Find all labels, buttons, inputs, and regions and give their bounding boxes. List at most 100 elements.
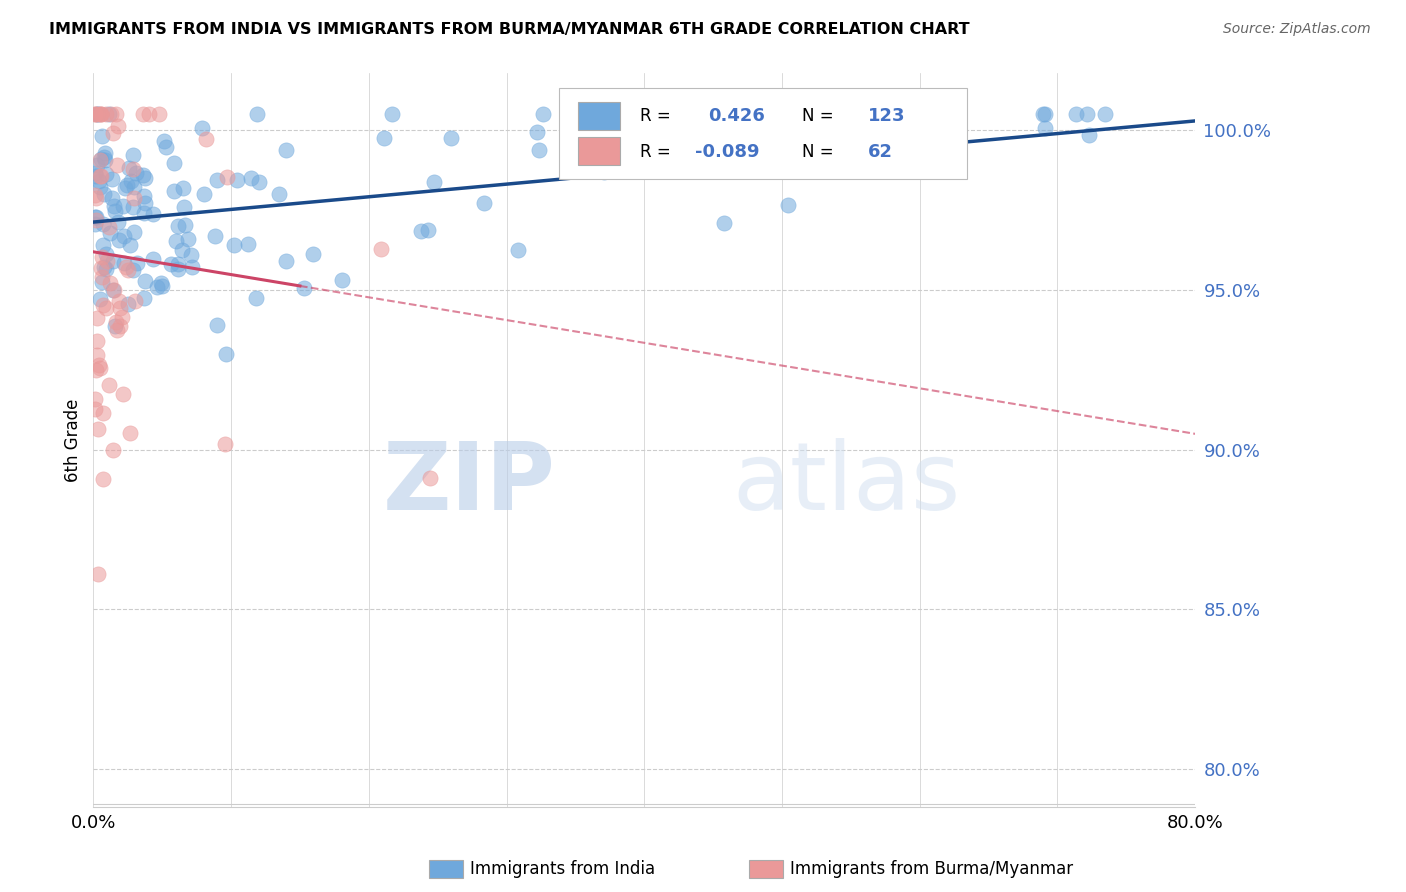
Point (1077, 128, 1099, 142)
Point (101, 191, 124, 205)
Text: 123: 123 (868, 107, 905, 125)
Point (236, 237, 259, 252)
Point (167, 262, 190, 277)
Point (86, 158, 108, 172)
Point (472, 196, 495, 211)
Text: -0.089: -0.089 (695, 143, 759, 161)
Point (1094, 107, 1116, 121)
Point (122, 225, 145, 239)
Point (117, 263, 139, 277)
Point (790, 162, 813, 177)
Point (89, 153, 111, 168)
Point (107, 119, 129, 133)
Point (103, 283, 125, 297)
Point (115, 178, 138, 193)
Point (84, 363, 107, 377)
Point (713, 216, 735, 230)
Point (107, 294, 129, 309)
Text: 0.426: 0.426 (709, 107, 765, 125)
Point (125, 256, 148, 270)
Point (163, 156, 186, 170)
Point (94, 153, 117, 167)
Point (118, 426, 141, 441)
Point (89, 361, 111, 376)
Point (592, 165, 614, 179)
Point (93, 298, 115, 312)
Point (246, 107, 269, 121)
Point (122, 161, 145, 176)
Point (117, 297, 139, 311)
Point (725, 143, 748, 157)
Y-axis label: 6th Grade: 6th Grade (65, 399, 82, 482)
Point (90, 250, 112, 264)
Point (89, 169, 111, 183)
Point (370, 243, 392, 257)
Point (90, 107, 112, 121)
Point (87, 107, 110, 121)
Point (948, 107, 970, 121)
Point (105, 315, 128, 329)
Point (101, 172, 124, 186)
Point (118, 238, 141, 252)
Point (98, 220, 121, 235)
Point (1033, 107, 1056, 121)
Point (155, 140, 177, 154)
Point (83, 392, 105, 406)
Point (1033, 120, 1056, 135)
Point (112, 228, 135, 243)
Text: R =: R = (640, 143, 671, 161)
Point (121, 263, 143, 277)
Point (411, 224, 433, 238)
Point (373, 131, 395, 145)
Point (134, 196, 156, 211)
Point (105, 107, 128, 121)
Point (142, 207, 165, 221)
Point (177, 232, 200, 246)
Point (94, 301, 117, 315)
Point (111, 387, 134, 401)
Point (381, 107, 404, 121)
Point (900, 162, 922, 177)
Point (152, 134, 174, 148)
Point (91, 472, 114, 486)
Point (86, 348, 108, 362)
Point (93, 260, 115, 274)
Point (142, 252, 165, 267)
Point (419, 470, 441, 484)
Point (527, 143, 550, 157)
Point (121, 200, 143, 214)
Point (132, 291, 155, 305)
Point (226, 173, 249, 187)
Point (84, 210, 107, 224)
Point (245, 291, 267, 305)
Point (120, 174, 142, 188)
Point (148, 107, 170, 121)
Point (423, 175, 446, 189)
Point (180, 260, 202, 275)
Point (98, 276, 121, 290)
Point (103, 443, 125, 458)
Point (440, 131, 463, 145)
Point (111, 310, 134, 324)
Point (302, 247, 325, 261)
Point (86, 310, 108, 325)
Point (89, 107, 111, 121)
Point (207, 173, 229, 187)
Point (247, 175, 270, 189)
Point (86, 107, 108, 121)
Point (114, 256, 136, 270)
Point (531, 107, 554, 121)
Point (104, 203, 127, 218)
Point (90, 129, 112, 144)
Point (83, 107, 105, 121)
Point (167, 219, 190, 234)
Point (105, 158, 128, 172)
Text: R =: R = (640, 107, 671, 125)
Point (112, 199, 135, 213)
Point (86, 334, 108, 349)
Text: Source: ZipAtlas.com: Source: ZipAtlas.com (1223, 22, 1371, 37)
Point (115, 260, 138, 274)
Point (96, 167, 118, 181)
Point (103, 253, 125, 268)
Point (86, 107, 108, 121)
